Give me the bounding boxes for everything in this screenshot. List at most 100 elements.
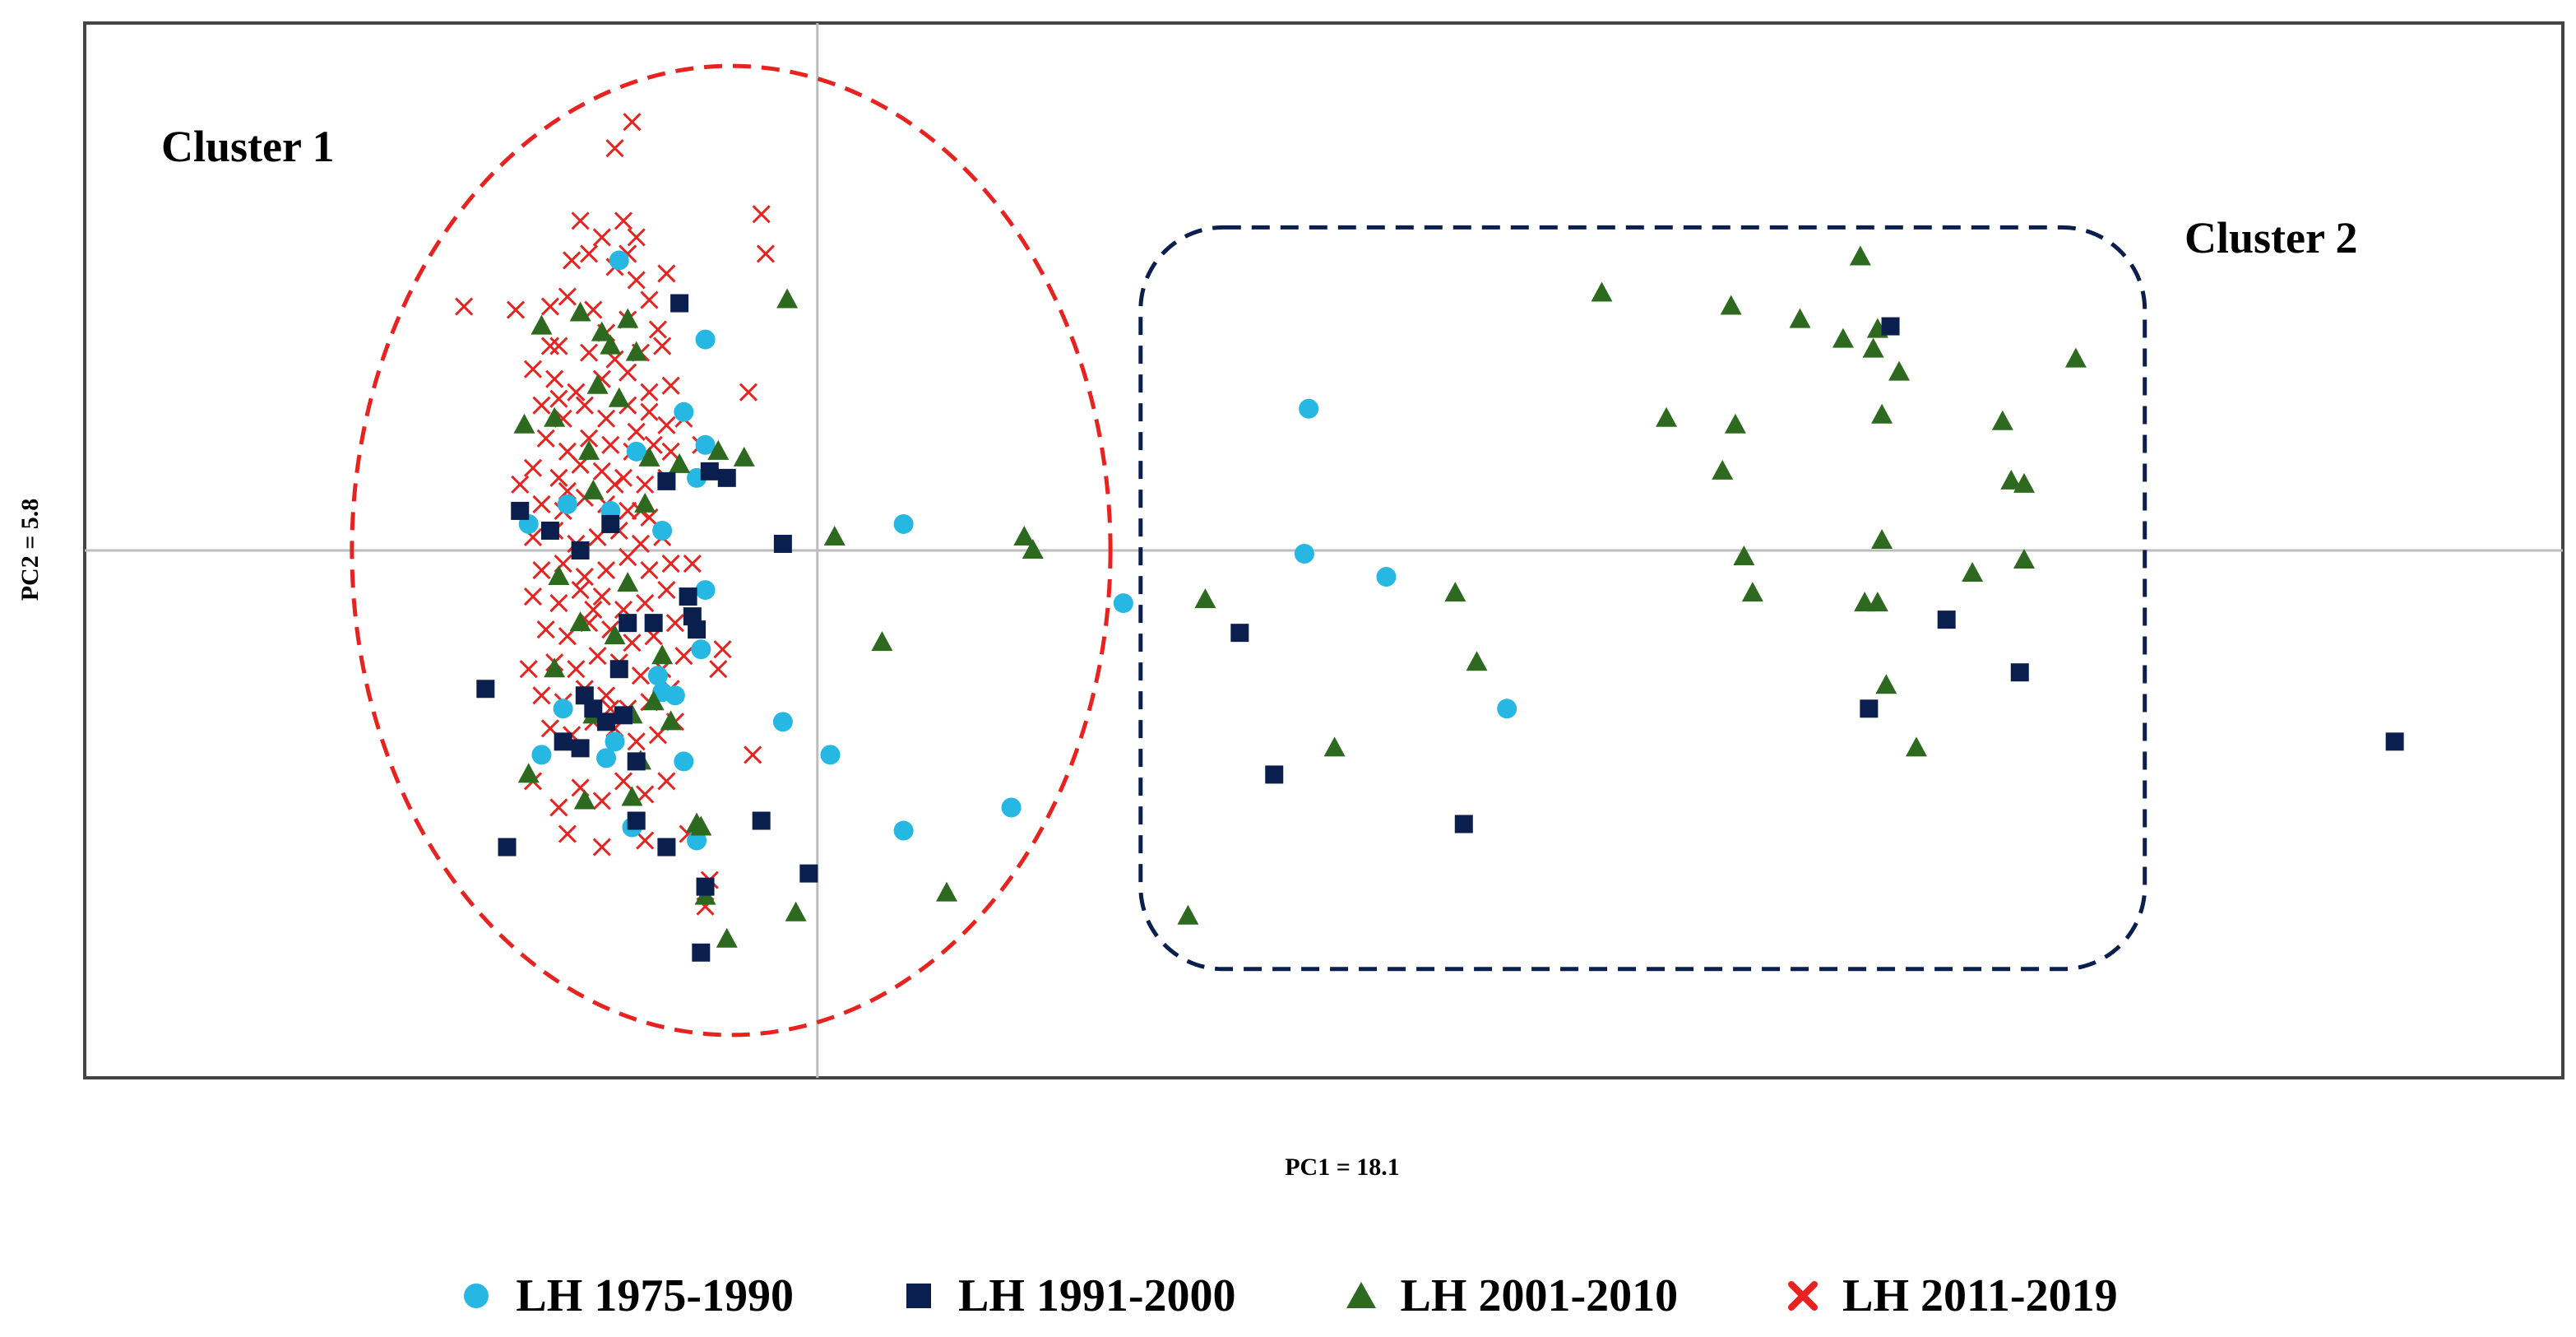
square-point-31 [1881, 317, 1900, 336]
triangle-point-9 [513, 413, 535, 434]
x-point-13 [540, 297, 559, 316]
square-point-32 [1937, 610, 1956, 629]
triangle-point-31 [776, 288, 799, 309]
circle-point-31 [596, 748, 617, 768]
legend-label: LH 2001-2010 [1400, 1270, 1679, 1321]
square-point-25 [752, 811, 771, 830]
triangle-point-43 [1656, 406, 1678, 427]
triangle-point-44 [1720, 295, 1742, 315]
triangle-point-56 [1871, 528, 1893, 549]
x-point-11 [640, 290, 659, 309]
square-point-10 [619, 614, 637, 633]
square-point-20 [657, 838, 676, 857]
square-point-22 [692, 943, 711, 962]
legend-item-1991-2000: LH 1991-2000 [901, 1270, 1236, 1322]
x-point-71 [549, 594, 568, 613]
triangle-point-25 [573, 789, 595, 810]
x-point-63 [532, 560, 551, 580]
x-point-77 [536, 620, 555, 639]
square-point-38 [683, 607, 702, 626]
x-point-91 [532, 686, 551, 705]
triangle-point-68 [651, 644, 674, 665]
circle-marker-icon [464, 1284, 489, 1308]
x-point-6 [592, 228, 611, 247]
x-point-132 [540, 337, 559, 355]
x-point-24 [567, 383, 586, 402]
x-point-121 [657, 264, 676, 283]
x-point-3 [752, 205, 771, 224]
circle-point-13 [605, 731, 625, 752]
triangle-point-24 [517, 763, 540, 783]
square-point-15 [597, 713, 616, 731]
square-point-29 [1265, 765, 1284, 784]
x-point-76 [657, 581, 676, 600]
triangle-point-59 [1875, 674, 1897, 694]
circle-point-12 [531, 745, 552, 765]
square-point-8 [679, 587, 697, 606]
triangle-point-32 [823, 525, 846, 545]
x-point-86 [588, 647, 607, 666]
triangle-point-64 [2013, 472, 2035, 493]
square-point-12 [609, 660, 628, 679]
x-point-135 [683, 554, 702, 573]
square-point-4 [540, 521, 559, 540]
circle-point-22 [820, 745, 841, 765]
x-point-26 [619, 363, 637, 382]
x-point-68 [640, 560, 659, 580]
triangle-point-55 [1871, 403, 1893, 424]
x-point-127 [756, 244, 775, 263]
x-point-36 [536, 429, 555, 448]
x-point-12 [558, 287, 577, 306]
circle-point-1 [609, 250, 629, 271]
series-lh-1991-2000 [476, 294, 2404, 962]
square-point-6 [601, 514, 620, 533]
triangle-point-40 [1466, 651, 1488, 671]
x-point-50 [532, 494, 551, 513]
triangle-point-49 [1789, 308, 1811, 328]
x-point-38 [580, 429, 599, 448]
triangle-point-71 [591, 321, 613, 341]
triangle-point-10 [578, 439, 600, 460]
x-point-34 [640, 402, 659, 421]
square-point-19 [627, 811, 646, 830]
x-point-118 [713, 640, 732, 659]
circle-point-26 [1299, 398, 1319, 419]
square-point-33 [1860, 699, 1879, 718]
square-point-21 [696, 877, 715, 896]
circle-point-23 [893, 513, 914, 534]
triangle-point-14 [733, 446, 755, 467]
triangle-point-61 [1962, 562, 1984, 583]
circle-point-21 [772, 712, 793, 732]
data-points [455, 113, 2404, 962]
x-point-5 [614, 211, 633, 230]
x-point-1 [623, 113, 642, 132]
circle-point-19 [687, 830, 707, 851]
triangle-point-72 [642, 690, 665, 711]
x-point-109 [614, 772, 633, 791]
square-point-18 [627, 752, 646, 771]
cluster-1-ellipse [350, 63, 1113, 1038]
triangle-point-45 [1724, 413, 1746, 434]
square-point-37 [657, 471, 676, 490]
x-point-48 [636, 475, 655, 494]
triangle-point-13 [707, 439, 730, 460]
x-point-141 [455, 297, 474, 316]
x-point-106 [549, 798, 568, 817]
square-marker-icon [906, 1284, 931, 1308]
y-axis-label: PC2 = 5.8 [16, 499, 44, 601]
cluster-1-label: Cluster 1 [161, 122, 335, 171]
triangle-point-38 [1323, 736, 1346, 757]
cluster-2-label: Cluster 2 [2185, 213, 2358, 262]
x-point-27 [640, 383, 659, 402]
x-point-32 [596, 409, 616, 428]
triangle-point-66 [2064, 347, 2087, 368]
x-point-29 [532, 396, 551, 415]
triangle-point-36 [1022, 539, 1044, 559]
triangle-point-69 [604, 624, 626, 645]
x-point-119 [709, 660, 728, 679]
x-point-81 [623, 634, 642, 652]
circle-point-14 [647, 666, 668, 686]
triangle-point-39 [1444, 582, 1466, 602]
x-point-17 [549, 337, 568, 355]
circle-point-9 [652, 520, 673, 541]
